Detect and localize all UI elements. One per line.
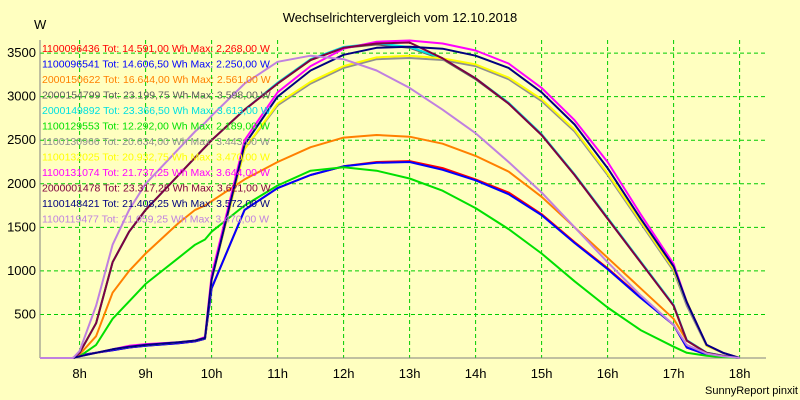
y-axis-unit-label: W bbox=[34, 17, 47, 32]
legend-entry-5: 1100129553 Tot: 12.292,00 Wh Max: 2.189,… bbox=[42, 121, 270, 133]
x-tick-label: 10h bbox=[201, 366, 223, 381]
legend-entry-0: 1100096436 Tot: 14.591,00 Wh Max: 2.268,… bbox=[42, 43, 270, 55]
x-tick-label: 15h bbox=[531, 366, 553, 381]
x-tick-label: 17h bbox=[663, 366, 685, 381]
legend-entry-4: 2000149892 Tot: 23.366,50 Wh Max: 3.613,… bbox=[42, 105, 271, 117]
series-line-9 bbox=[40, 41, 740, 359]
y-tick-label: 3500 bbox=[7, 45, 36, 60]
series-line-11 bbox=[40, 54, 740, 359]
x-tick-label: 13h bbox=[399, 366, 421, 381]
x-tick-label: 16h bbox=[597, 366, 619, 381]
axes: 8h 9h 10h 11h 12h 13h 14h 15h 16h 17h 18h 500 1000 15… bbox=[7, 40, 766, 381]
y-tick-label: 3000 bbox=[7, 89, 36, 104]
legend-entry-7: 1100132025 Tot: 20.932,75 Wh Max: 3.470,… bbox=[42, 152, 270, 164]
y-tick-label: 2500 bbox=[7, 132, 36, 147]
legend-entry-8: 1100131074 Tot: 21.737,25 Wh Max: 3.644,… bbox=[42, 167, 270, 179]
series-line-10 bbox=[40, 45, 740, 359]
legend: 1100096436 Tot: 14.591,00 Wh Max: 2.268,… bbox=[42, 43, 271, 226]
legend-entry-11: 1100119477 Tot: 21.059,25 Wh Max: 3.470,… bbox=[42, 214, 269, 226]
legend-entry-10: 1100148421 Tot: 21.408,25 Wh Max: 3.572,… bbox=[42, 198, 270, 210]
x-tick-label: 14h bbox=[465, 366, 487, 381]
plot-area bbox=[40, 40, 766, 358]
legend-entry-1: 1100096541 Tot: 14.606,50 Wh Max: 2.250,… bbox=[42, 59, 270, 71]
y-tick-label: 1000 bbox=[7, 263, 36, 278]
x-tick-label: 11h bbox=[267, 366, 288, 381]
x-tick-label: 18h bbox=[729, 366, 751, 381]
series-line-2 bbox=[40, 134, 740, 359]
x-tick-label: 9h bbox=[138, 366, 152, 381]
y-tick-label: 1500 bbox=[7, 219, 36, 234]
x-tick-label: 12h bbox=[333, 366, 355, 381]
y-tick-label: 500 bbox=[14, 306, 36, 321]
legend-entry-3: 2000154799 Tot: 23.199,75 Wh Max: 3.598,… bbox=[42, 90, 271, 102]
legend-entry-2: 2000150622 Tot: 16.644,00 Wh Max: 2.561,… bbox=[42, 74, 271, 86]
x-tick-label: 8h bbox=[72, 366, 86, 381]
series-line-5 bbox=[40, 166, 740, 359]
chart-title: Wechselrichtervergleich vom 12.10.2018 bbox=[282, 10, 518, 25]
legend-entry-6: 1100130966 Tot: 20.634,00 Wh Max: 3.443,… bbox=[42, 136, 270, 148]
legend-entry-9: 2000001478 Tot: 23.317,25 Wh Max: 3.621,… bbox=[42, 183, 271, 195]
series-layer bbox=[40, 39, 740, 359]
footer-credit: SunnyReport pinxit bbox=[705, 385, 798, 397]
y-tick-label: 2000 bbox=[7, 176, 36, 191]
